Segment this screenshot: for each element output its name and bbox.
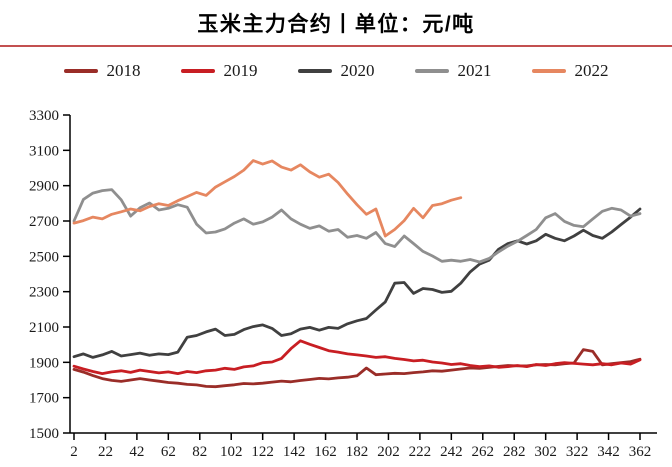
x-tick-label: 322 xyxy=(566,444,589,460)
x-tick-label: 42 xyxy=(129,444,144,460)
series-line-2022 xyxy=(72,159,463,238)
y-tick-label: 1700 xyxy=(29,391,59,407)
legend-item-2018: 2018 xyxy=(63,61,141,81)
y-tick-label: 1900 xyxy=(29,355,59,371)
x-tick-label: 302 xyxy=(534,444,557,460)
x-tick-label: 342 xyxy=(597,444,620,460)
y-tick-label: 3100 xyxy=(29,143,59,159)
series-line-2020 xyxy=(72,207,642,359)
series-line-2021 xyxy=(72,188,642,264)
y-tick-label: 2100 xyxy=(29,320,59,336)
x-tick-label: 102 xyxy=(220,444,243,460)
x-tick-label: 62 xyxy=(161,444,176,460)
title-divider xyxy=(0,45,672,47)
legend-swatch xyxy=(180,69,215,73)
y-tick-label: 2700 xyxy=(29,214,59,230)
legend-item-2021: 2021 xyxy=(414,61,492,81)
legend-item-2019: 2019 xyxy=(180,61,258,81)
x-tick-label: 142 xyxy=(283,444,306,460)
x-tick-label: 22 xyxy=(98,444,113,460)
x-tick-label: 242 xyxy=(440,444,463,460)
x-tick-label: 82 xyxy=(192,444,207,460)
y-tick-label: 3300 xyxy=(29,108,59,124)
x-tick-label: 122 xyxy=(251,444,274,460)
y-tick-label: 2900 xyxy=(29,179,59,195)
legend-swatch xyxy=(297,69,332,73)
y-tick-label: 2500 xyxy=(29,249,59,265)
x-tick-label: 202 xyxy=(377,444,400,460)
legend-swatch xyxy=(414,69,449,73)
x-tick-label: 222 xyxy=(409,444,432,460)
y-tick-label: 1500 xyxy=(29,426,59,442)
legend-label: 2021 xyxy=(457,61,492,80)
x-tick-label: 362 xyxy=(629,444,652,460)
legend-item-2022: 2022 xyxy=(531,61,609,81)
x-tick-label: 162 xyxy=(314,444,337,460)
legend-swatch xyxy=(531,69,566,73)
legend-swatch xyxy=(63,69,98,73)
y-tick-label: 2300 xyxy=(29,285,59,301)
chart-axes: 1500 1700 1900 2100 2300 2500 2700 2900 3100 3300… xyxy=(29,108,657,460)
legend-label: 2020 xyxy=(340,61,375,80)
x-tick-label: 282 xyxy=(503,444,526,460)
chart-series xyxy=(72,159,642,389)
legend-label: 2018 xyxy=(106,61,141,80)
legend-label: 2019 xyxy=(223,61,258,80)
legend: 2018 2019 2020 2021 2022 xyxy=(0,59,672,83)
x-tick-label: 2 xyxy=(70,444,78,460)
x-tick-label: 262 xyxy=(472,444,495,460)
x-tick-label: 182 xyxy=(346,444,369,460)
chart-title: 玉米主力合约丨单位：元/吨 xyxy=(197,13,475,36)
series-line-2019 xyxy=(72,339,642,376)
legend-item-2020: 2020 xyxy=(297,61,375,81)
legend-label: 2022 xyxy=(574,61,609,80)
